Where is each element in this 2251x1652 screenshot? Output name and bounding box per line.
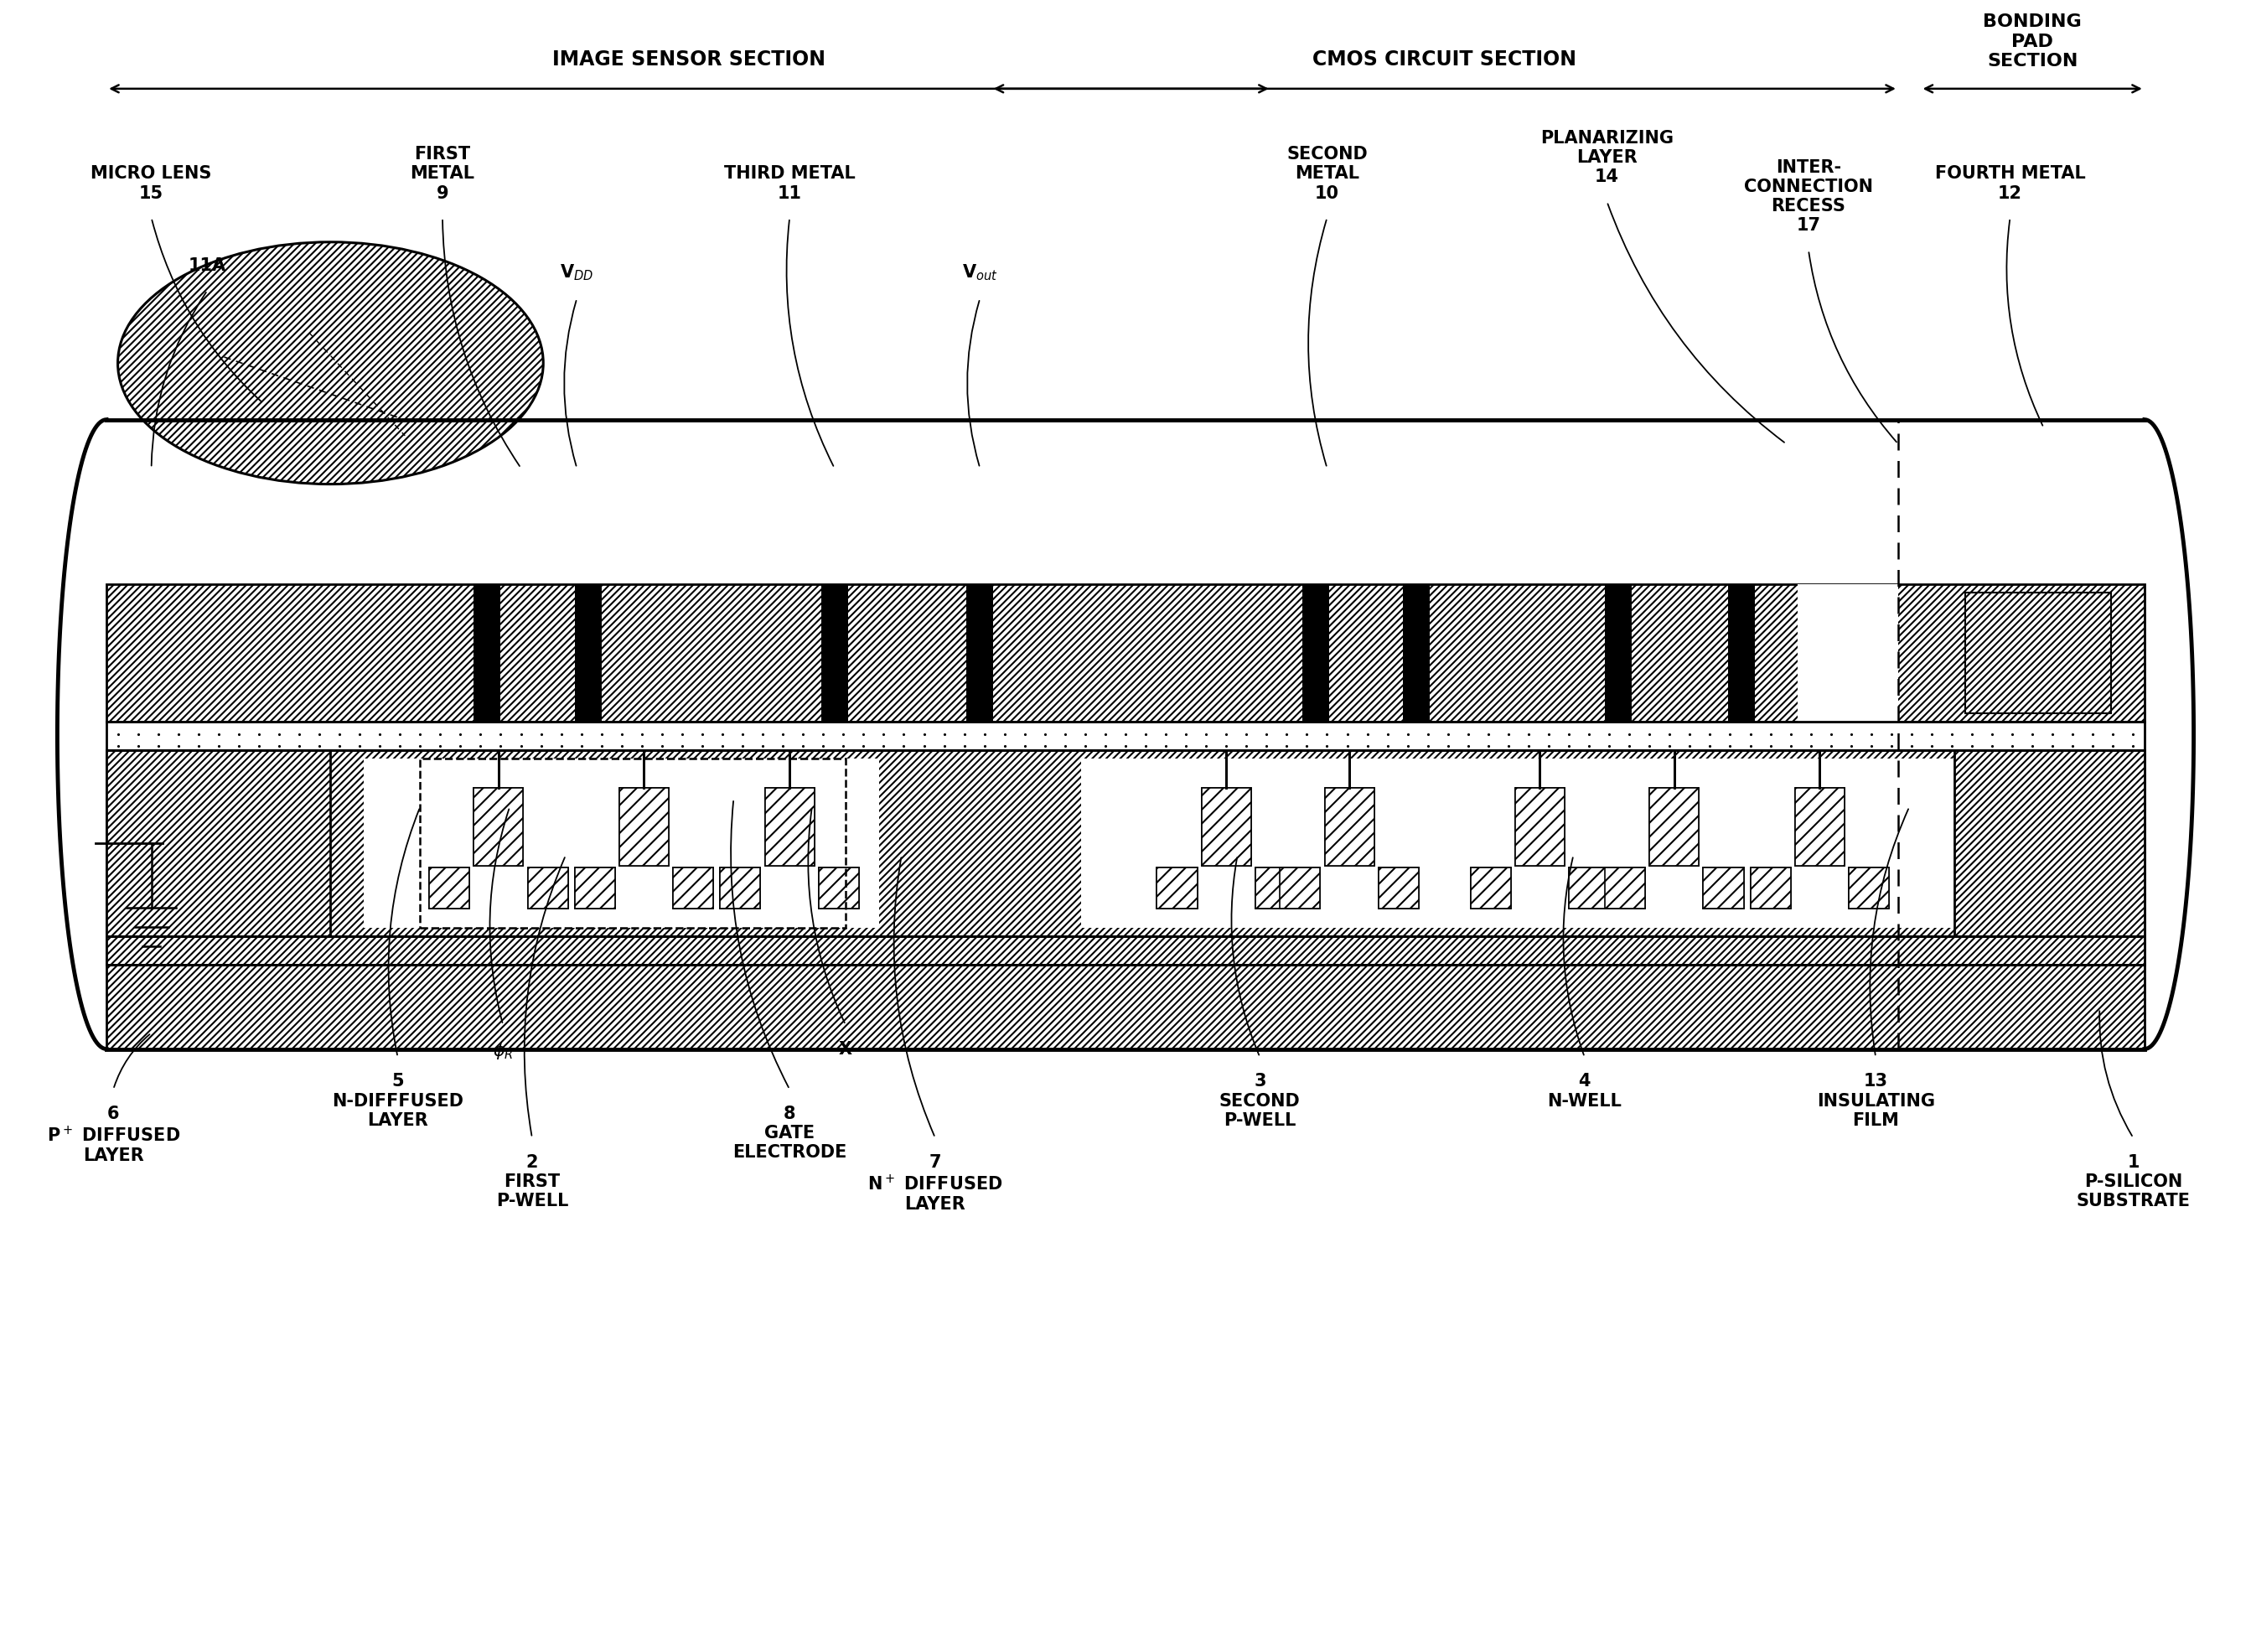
Text: 6
P$^+$ DIFFUSED
LAYER: 6 P$^+$ DIFFUSED LAYER <box>47 1105 180 1165</box>
Bar <box>966 585 993 722</box>
Bar <box>1954 750 2145 937</box>
Bar <box>106 750 331 937</box>
Bar <box>673 867 714 909</box>
Text: SECOND
METAL
10: SECOND METAL 10 <box>1288 145 1369 202</box>
Text: INTER-
CONNECTION
RECESS
17: INTER- CONNECTION RECESS 17 <box>1745 159 1873 235</box>
Bar <box>1605 867 1645 909</box>
Bar <box>1202 788 1252 866</box>
Bar <box>1202 788 1252 866</box>
Text: 1
P-SILICON
SUBSTRATE: 1 P-SILICON SUBSTRATE <box>2075 1153 2190 1209</box>
Bar <box>1303 585 1330 722</box>
Bar <box>106 722 2145 750</box>
Bar <box>822 585 849 722</box>
Bar <box>1605 867 1645 909</box>
Bar <box>1704 867 1745 909</box>
Bar <box>1402 585 1429 722</box>
Bar <box>574 867 615 909</box>
Text: V$_{out}$: V$_{out}$ <box>961 263 997 282</box>
Bar <box>819 867 860 909</box>
Bar <box>1256 867 1297 909</box>
Bar <box>365 758 880 928</box>
Bar <box>819 867 860 909</box>
Bar <box>574 867 615 909</box>
Bar <box>1157 867 1198 909</box>
Text: BONDING
PAD
SECTION: BONDING PAD SECTION <box>1983 13 2082 69</box>
Bar <box>765 788 815 866</box>
Text: X: X <box>840 1041 853 1057</box>
Bar <box>1378 867 1418 909</box>
Text: MICRO LENS
15: MICRO LENS 15 <box>90 165 212 202</box>
Bar <box>1650 788 1700 866</box>
Bar <box>1515 788 1564 866</box>
Text: 8
GATE
ELECTRODE: 8 GATE ELECTRODE <box>732 1105 846 1161</box>
Text: 4
N-WELL: 4 N-WELL <box>1546 1074 1621 1110</box>
Bar <box>1281 867 1321 909</box>
Bar <box>430 867 470 909</box>
Bar <box>619 788 669 866</box>
Bar <box>1794 788 1844 866</box>
Bar <box>619 788 669 866</box>
Bar <box>1965 593 2111 714</box>
Text: 7
N$^+$ DIFFUSED
LAYER: 7 N$^+$ DIFFUSED LAYER <box>867 1153 1002 1213</box>
Bar <box>1326 788 1373 866</box>
Bar <box>673 867 714 909</box>
Bar <box>1281 867 1321 909</box>
Text: IMAGE SENSOR SECTION: IMAGE SENSOR SECTION <box>551 50 826 69</box>
Bar <box>106 750 2145 937</box>
Bar <box>475 585 500 722</box>
Bar <box>106 965 2145 1049</box>
Bar <box>475 788 522 866</box>
Bar <box>1751 867 1790 909</box>
Bar <box>1515 788 1564 866</box>
Bar <box>1256 867 1297 909</box>
Text: FIRST
METAL
9: FIRST METAL 9 <box>410 145 475 202</box>
Text: 5
N-DIFFFUSED
LAYER: 5 N-DIFFFUSED LAYER <box>331 1074 464 1128</box>
Bar <box>1650 788 1700 866</box>
Text: THIRD METAL
11: THIRD METAL 11 <box>725 165 855 202</box>
Bar <box>720 867 761 909</box>
Text: V$_{DD}$: V$_{DD}$ <box>560 263 594 282</box>
Text: 3
SECOND
P-WELL: 3 SECOND P-WELL <box>1220 1074 1301 1128</box>
Text: 13
INSULATING
FILM: 13 INSULATING FILM <box>1817 1074 1936 1128</box>
Bar <box>1794 788 1844 866</box>
Bar <box>1378 867 1418 909</box>
Bar <box>475 788 522 866</box>
Bar <box>421 758 846 928</box>
Bar <box>1326 788 1373 866</box>
Bar <box>106 937 2145 965</box>
Bar <box>430 867 470 909</box>
Bar <box>1848 867 1889 909</box>
Bar <box>1569 867 1609 909</box>
Text: FOURTH METAL
12: FOURTH METAL 12 <box>1934 165 2084 202</box>
Bar <box>106 750 2145 937</box>
Text: $\phi_R$: $\phi_R$ <box>493 1041 513 1061</box>
Text: CMOS CIRCUIT SECTION: CMOS CIRCUIT SECTION <box>1312 50 1576 69</box>
Bar <box>574 585 601 722</box>
Bar <box>720 867 761 909</box>
Text: 11A: 11A <box>189 258 227 274</box>
Bar <box>527 867 567 909</box>
Bar <box>106 937 2145 965</box>
Bar <box>1704 867 1745 909</box>
Bar <box>1751 867 1790 909</box>
Bar <box>527 867 567 909</box>
Ellipse shape <box>117 243 542 484</box>
Bar <box>1080 758 1709 928</box>
Bar <box>1796 585 1898 722</box>
Bar <box>1157 867 1198 909</box>
Bar <box>1605 585 1632 722</box>
Text: 2
FIRST
P-WELL: 2 FIRST P-WELL <box>495 1153 567 1209</box>
Bar <box>765 788 815 866</box>
Bar <box>1470 867 1510 909</box>
Bar <box>106 585 2145 722</box>
Bar <box>1569 867 1609 909</box>
Bar <box>1729 585 1756 722</box>
Bar <box>1848 867 1889 909</box>
Text: PLANARIZING
LAYER
14: PLANARIZING LAYER 14 <box>1540 131 1672 185</box>
Bar <box>1470 867 1510 909</box>
Bar <box>1472 758 1965 928</box>
